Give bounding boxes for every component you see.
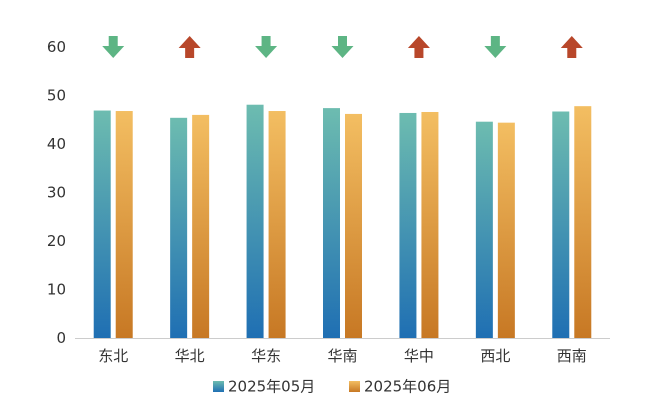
arrow-down-icon bbox=[102, 36, 125, 58]
bars-group bbox=[93, 104, 592, 339]
arrow-down-icon bbox=[331, 36, 354, 58]
legend-label: 2025年06月 bbox=[364, 378, 451, 396]
bar-series1 bbox=[475, 121, 493, 338]
y-tick-label: 20 bbox=[47, 232, 66, 250]
bar-series2 bbox=[115, 111, 133, 339]
bar-series2 bbox=[345, 113, 362, 339]
arrow-down-icon bbox=[255, 36, 278, 58]
bar-series1 bbox=[552, 111, 570, 338]
bar-series1 bbox=[93, 110, 111, 338]
bar-series1 bbox=[246, 104, 264, 338]
x-category-label: 华南 bbox=[327, 347, 357, 365]
bar-series1 bbox=[399, 112, 417, 339]
x-category-label: 东北 bbox=[98, 347, 128, 365]
arrow-down-icon bbox=[484, 36, 507, 58]
bar-series2 bbox=[421, 111, 439, 339]
x-category-label: 华东 bbox=[251, 347, 281, 365]
bar-series2 bbox=[268, 111, 286, 339]
bar-series2 bbox=[574, 106, 592, 338]
y-tick-label: 40 bbox=[47, 135, 66, 153]
y-tick-label: 50 bbox=[47, 87, 66, 105]
bar-series1 bbox=[323, 108, 340, 338]
bar-series2 bbox=[192, 114, 210, 339]
legend-label: 2025年05月 bbox=[228, 378, 315, 396]
x-category-label: 华北 bbox=[175, 347, 205, 365]
y-tick-label: 10 bbox=[47, 281, 66, 299]
legend-swatch bbox=[213, 381, 224, 392]
x-category-label: 西北 bbox=[480, 347, 510, 365]
arrow-up-icon bbox=[560, 36, 583, 58]
trend-arrows-group bbox=[102, 36, 583, 58]
y-tick-label: 0 bbox=[56, 329, 66, 347]
legend: 2025年05月 2025年06月 bbox=[213, 378, 451, 396]
y-tick-label: 60 bbox=[47, 38, 66, 56]
bar-series2 bbox=[497, 122, 515, 338]
x-category-label: 华中 bbox=[404, 347, 434, 365]
legend-swatch bbox=[349, 381, 360, 392]
y-tick-label: 30 bbox=[47, 184, 66, 202]
arrow-up-icon bbox=[178, 36, 201, 58]
arrow-up-icon bbox=[407, 36, 430, 58]
x-category-label: 西南 bbox=[557, 347, 587, 365]
bar-series1 bbox=[170, 117, 188, 338]
x-axis: 东北 华北 华东 华南 华中 西北 西南 bbox=[98, 347, 587, 365]
y-axis: 0 10 20 30 40 50 60 bbox=[47, 38, 66, 347]
